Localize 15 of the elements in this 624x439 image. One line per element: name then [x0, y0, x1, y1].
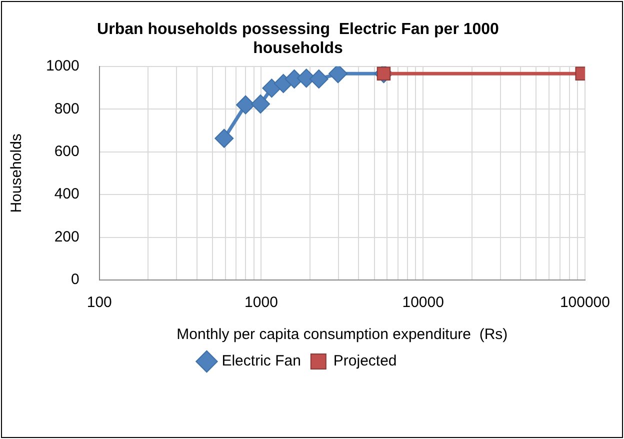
x-tick-label: 100	[86, 294, 112, 312]
x-tick-label: 1000	[244, 294, 278, 312]
y-axis-title: Households	[8, 134, 26, 213]
y-tick-label: 0	[71, 271, 80, 288]
y-tick-label: 1000	[46, 58, 80, 75]
y-tick-label: 400	[54, 186, 80, 203]
legend-label: Electric Fan	[222, 352, 301, 370]
x-tick-label: 100000	[560, 294, 610, 312]
y-tick-label: 600	[54, 142, 80, 160]
x-axis-title: Monthly per capita consumption expenditure (Rs)	[176, 326, 508, 344]
chart-title: Urban households possessing Electric Fan per 1000 households	[97, 21, 500, 58]
y-tick-label: 200	[54, 228, 80, 246]
x-tick-label: 10000	[402, 294, 444, 312]
y-tick-label: 800	[54, 100, 80, 118]
legend-label: Projected	[333, 352, 397, 370]
